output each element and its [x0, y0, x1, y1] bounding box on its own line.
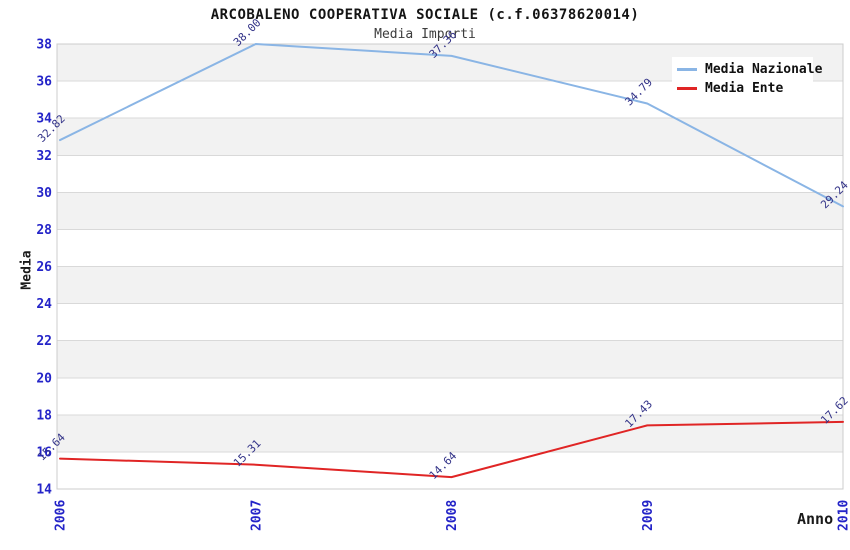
- x-tick-label: 2008: [445, 500, 460, 531]
- band: [57, 340, 843, 378]
- legend-item-media-ente: Media Ente: [677, 79, 813, 98]
- y-tick-label: 34: [36, 112, 52, 127]
- y-tick-label: 22: [36, 334, 52, 349]
- chart-title: ARCOBALENO COOPERATIVA SOCIALE (c.f.0637…: [210, 7, 640, 23]
- y-tick-label: 20: [36, 371, 52, 386]
- legend-item-media-nazionale: Media Nazionale: [677, 60, 822, 79]
- legend-swatch-media-nazionale-icon: [677, 68, 697, 71]
- y-tick-label: 32: [36, 149, 52, 164]
- x-tick-label: 2007: [249, 500, 264, 531]
- legend-label-media-nazionale: Media Nazionale: [705, 62, 823, 77]
- band: [57, 118, 843, 156]
- band: [57, 266, 843, 304]
- x-axis-title: Anno: [797, 510, 834, 528]
- x-tick-label: 2006: [54, 500, 69, 531]
- chart-subtitle: Media Importi: [374, 27, 476, 42]
- x-tick-labels: 2006 2007 2008 2009 2010: [54, 500, 850, 531]
- legend-swatch-media-ente-icon: [677, 87, 697, 90]
- y-tick-label: 30: [36, 186, 52, 201]
- y-tick-label: 24: [36, 297, 52, 312]
- y-tick-labels: 14 16 18 20 22 24 26 28 30 32 34 36 38: [36, 38, 52, 498]
- band: [57, 192, 843, 230]
- x-tick-label: 2009: [641, 500, 656, 531]
- y-tick-label: 28: [36, 223, 52, 238]
- x-tick-label: 2010: [837, 500, 850, 531]
- y-axis-title: Media: [19, 250, 35, 290]
- y-tick-label: 38: [36, 38, 52, 53]
- series-line-media-nazionale: [59, 43, 844, 208]
- y-tick-label: 26: [36, 260, 52, 275]
- y-tick-label: 16: [36, 445, 52, 460]
- band: [57, 414, 843, 452]
- y-tick-label: 18: [36, 408, 52, 423]
- legend-label-media-ente: Media Ente: [705, 81, 784, 96]
- series-line-media-ente: [59, 420, 844, 479]
- y-tick-label: 36: [36, 75, 52, 90]
- plot-bands: [57, 44, 843, 452]
- y-tick-label: 14: [36, 483, 52, 498]
- legend: Media Nazionale Media Ente: [672, 57, 822, 99]
- plot-border: [56, 43, 844, 490]
